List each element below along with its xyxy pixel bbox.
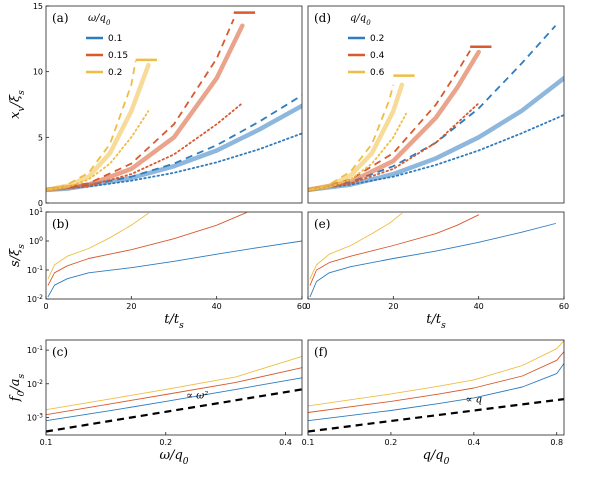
panel-label-f: (f) xyxy=(314,345,328,359)
series-f-2 xyxy=(308,340,564,407)
xtick-label-e: 20 xyxy=(388,302,398,311)
plot-area-b xyxy=(47,212,302,298)
series-d-0 xyxy=(308,75,564,193)
legend-entry-a-0: 0.1 xyxy=(108,34,122,44)
legend-title-a: ω/q0 xyxy=(88,13,111,27)
series-d-2 xyxy=(308,114,564,191)
ylabel-c: f0/as xyxy=(8,373,27,402)
series-f-0 xyxy=(308,363,564,422)
xtick-label-c: 0.4 xyxy=(279,438,292,447)
series-d-3 xyxy=(308,49,481,193)
panel-c: 0.1 0.2 0.4 10-3 10-2 10-1 (c) f0/as ω/q0 ∝ ω² xyxy=(8,339,303,467)
series-e-1 xyxy=(309,214,480,286)
legend-entry-d-2: 0.6 xyxy=(370,68,385,78)
xtick-label-b: 0 xyxy=(43,302,48,311)
series-a-2 xyxy=(46,132,302,191)
panel-label-c: (c) xyxy=(52,345,68,359)
legend-entry-d-0: 0.2 xyxy=(370,34,384,44)
annotation-f: ∝ q xyxy=(466,395,482,406)
series-f-1 xyxy=(308,351,564,413)
ytick-label-a: 0 xyxy=(38,199,43,208)
series-c-0 xyxy=(46,377,302,422)
series-b-2 xyxy=(47,212,149,280)
xtick-label-f: 0.2 xyxy=(385,438,398,447)
xtick-label-e: 60 xyxy=(559,302,569,311)
xlabel-c: ω/q0 xyxy=(159,448,188,467)
panel-label-a: (a) xyxy=(52,11,69,25)
xtick-label-e: 0 xyxy=(305,302,310,311)
panel-label-b: (b) xyxy=(52,217,69,231)
panel-e: 0 20 40 60 (e) t/ts xyxy=(305,211,569,331)
panel-label-e: (e) xyxy=(314,217,330,231)
ytick-label-c: 10-3 xyxy=(27,412,43,423)
annotation-c: ∝ ω² xyxy=(186,390,208,401)
series-c-3 xyxy=(46,388,302,433)
xlabel-f: q/q0 xyxy=(423,448,450,467)
series-c-1 xyxy=(46,367,302,416)
axes-frame-a xyxy=(45,5,303,204)
series-e-2 xyxy=(309,212,403,280)
xtick-label-f: 0.1 xyxy=(302,438,315,447)
series-b-1 xyxy=(47,212,247,286)
legend-entry-a-1: 0.15 xyxy=(108,51,128,61)
series-d-6 xyxy=(308,82,405,193)
xtick-label-f: 0.4 xyxy=(467,438,480,447)
panel-f: 0.1 0.2 0.4 0.8 (f) q/q0 ∝ q xyxy=(302,339,565,467)
xtick-label-c: 0.2 xyxy=(159,438,172,447)
axes-frame-b xyxy=(45,211,303,300)
panel-d: (d) q/q0 0.2 0.4 0.6 xyxy=(307,5,565,204)
plot-area-d xyxy=(308,25,564,193)
series-a-5 xyxy=(46,102,244,191)
series-c-2 xyxy=(46,355,302,411)
plot-area-c xyxy=(46,355,302,433)
panel-b: 0 20 40 60 10-2 10-1 100 101 (b) s/ξs t/ts xyxy=(8,207,307,332)
axes-frame-d xyxy=(307,5,565,204)
xtick-label-b: 20 xyxy=(126,302,136,311)
ytick-label-a: 15 xyxy=(33,2,43,11)
xtick-label-c: 0.1 xyxy=(40,438,53,447)
series-d-8 xyxy=(308,112,407,191)
legend-entry-a-2: 0.2 xyxy=(108,68,122,78)
legend-title-d: q/q0 xyxy=(350,13,371,27)
plot-area-a xyxy=(46,18,302,193)
xlabel-b: t/ts xyxy=(164,312,184,331)
panel-label-d: (d) xyxy=(314,11,331,25)
ytick-label-b: 100 xyxy=(29,236,43,247)
axes-frame-c xyxy=(45,339,303,436)
ytick-label-b: 101 xyxy=(29,207,43,218)
series-b-0 xyxy=(47,240,302,298)
ylabel-a: xv/ξs xyxy=(8,90,27,119)
xtick-label-b: 60 xyxy=(297,302,307,311)
series-a-6 xyxy=(46,62,151,193)
ytick-label-a: 10 xyxy=(33,68,43,77)
legend-entry-d-1: 0.4 xyxy=(370,51,385,61)
ytick-label-a: 5 xyxy=(38,133,43,142)
ytick-label-b: 10-1 xyxy=(27,265,43,276)
ytick-label-c: 10-1 xyxy=(27,345,43,356)
axes-frame-f xyxy=(307,339,565,436)
plot-area-e xyxy=(309,212,556,298)
series-a-8 xyxy=(46,110,150,191)
plot-area-f xyxy=(308,340,564,433)
series-d-5 xyxy=(308,102,480,191)
series-d-1 xyxy=(308,25,557,191)
series-a-4 xyxy=(46,18,235,191)
axes-frame-e xyxy=(307,211,565,300)
series-d-7 xyxy=(308,84,395,191)
ylabel-b: s/ξs xyxy=(8,244,27,267)
xlabel-e: t/ts xyxy=(426,312,446,331)
ytick-label-b: 10-2 xyxy=(27,294,43,305)
panel-a: 0 5 10 15 (a) xv/ξs ω/q0 0.1 0.15 0.2 xyxy=(8,2,303,208)
xtick-label-e: 40 xyxy=(474,302,484,311)
series-a-7 xyxy=(46,61,137,191)
ytick-label-c: 10-2 xyxy=(27,378,43,389)
xtick-label-f: 0.8 xyxy=(550,438,563,447)
series-a-3 xyxy=(46,23,245,193)
series-e-0 xyxy=(309,223,556,298)
xtick-label-b: 40 xyxy=(212,302,222,311)
